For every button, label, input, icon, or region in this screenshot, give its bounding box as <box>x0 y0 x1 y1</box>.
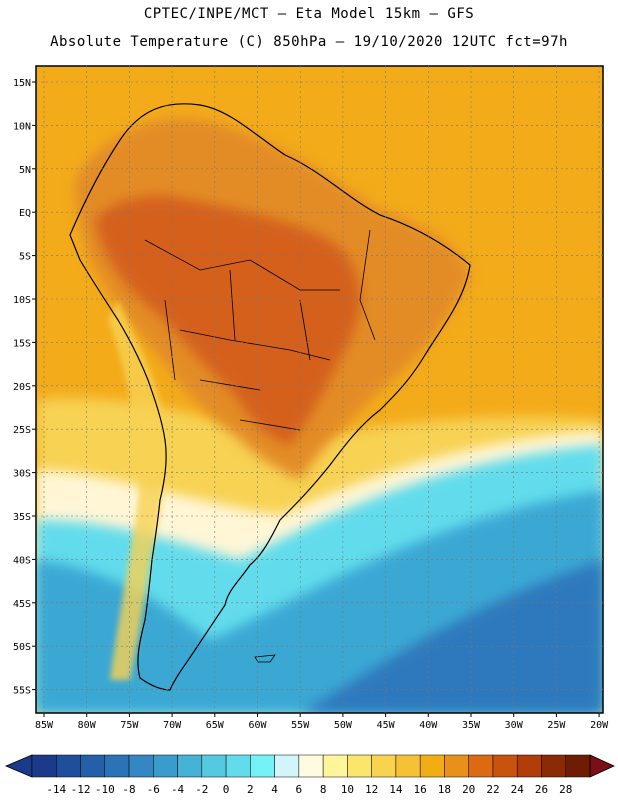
colorbar-swatch <box>80 754 106 778</box>
colorbar-label: 6 <box>296 783 303 796</box>
lat-label: 10N <box>13 121 31 132</box>
colorbar-swatch <box>419 754 445 778</box>
colorbar-swatch <box>565 754 591 778</box>
colorbar-label: -4 <box>171 783 185 796</box>
colorbar: -14 -12 -10 -8 -6 -4 -2 0 2 4 6 8 10 12 14 16 18 20 22 24 26… <box>4 754 615 796</box>
lon-label: 40W <box>419 720 438 731</box>
colorbar-swatch <box>468 754 494 778</box>
lat-label: 55S <box>13 686 31 697</box>
title-line-2: Absolute Temperature (C) 850hPa – 19/10/… <box>50 34 568 50</box>
colorbar-label: 18 <box>438 783 451 796</box>
lat-label: 15N <box>13 78 31 89</box>
colorbar-label: 2 <box>247 783 254 796</box>
lat-label: 40S <box>13 555 31 566</box>
lon-label: 70W <box>163 720 182 731</box>
colorbar-swatch <box>274 754 300 778</box>
colorbar-label: 4 <box>271 783 278 796</box>
lon-label: 35W <box>462 720 481 731</box>
lon-label: 80W <box>78 720 97 731</box>
lon-label: 50W <box>334 720 353 731</box>
colorbar-label: -14 <box>46 783 66 796</box>
colorbar-swatch <box>322 754 348 778</box>
field-cold-deep <box>300 560 603 713</box>
colorbar-label: 8 <box>320 783 327 796</box>
colorbar-swatch <box>347 754 372 778</box>
colorbar-high-arrow <box>589 754 615 778</box>
lat-label: 45S <box>13 599 31 610</box>
colorbar-swatch <box>128 754 154 778</box>
colorbar-swatch <box>371 754 397 778</box>
colorbar-label: 0 <box>223 783 230 796</box>
colorbar-swatch <box>395 754 421 778</box>
lat-label: EQ <box>19 208 31 219</box>
field-andes-yellow <box>108 300 166 680</box>
colorbar-label: 22 <box>486 783 499 796</box>
colorbar-swatch <box>201 754 227 778</box>
colorbar-swatch <box>31 754 57 778</box>
colorbar-swatch <box>153 754 178 778</box>
lat-label: 10S <box>13 295 31 306</box>
colorbar-swatch <box>225 754 251 778</box>
lon-label: 30W <box>505 720 524 731</box>
lat-label: 5N <box>19 165 31 176</box>
lon-label: 25W <box>547 720 566 731</box>
continent-outline <box>69 103 471 691</box>
colorbar-label: -2 <box>195 783 208 796</box>
colorbar-label: -12 <box>71 783 91 796</box>
colorbar-swatch <box>516 754 542 778</box>
colorbar-swatch <box>56 754 81 778</box>
national-borders <box>144 229 376 431</box>
lat-label: 35S <box>13 512 31 523</box>
latitude-axis: 15N 10N 5N EQ 5S 10S 15S 20S 25S 30S 35S 40S 45S 50S 5… <box>13 78 36 697</box>
islands-falklands <box>254 654 276 663</box>
lon-label: 65W <box>206 720 225 731</box>
colorbar-swatch <box>298 754 324 778</box>
colorbar-label: 24 <box>511 783 525 796</box>
colorbar-label: -10 <box>95 783 115 796</box>
lat-label: 30S <box>13 469 31 480</box>
colorbar-label: 28 <box>559 783 572 796</box>
lon-label: 45W <box>377 720 396 731</box>
lat-label: 25S <box>13 425 31 436</box>
temperature-field <box>36 66 603 713</box>
colorbar-label: 10 <box>341 783 354 796</box>
colorbar-swatch <box>492 754 518 778</box>
colorbar-swatch <box>541 754 566 778</box>
colorbar-label: 14 <box>389 783 403 796</box>
lon-label: 75W <box>120 720 139 731</box>
map-frame <box>35 65 604 714</box>
colorbar-swatch <box>104 754 130 778</box>
colorbar-label: -8 <box>122 783 135 796</box>
colorbar-label: -6 <box>147 783 160 796</box>
title-line-1: CPTEC/INPE/MCT – Eta Model 15km – GFS <box>143 6 475 22</box>
colorbar-swatch <box>250 754 275 778</box>
colorbar-swatch <box>444 754 469 778</box>
lat-label: 20S <box>13 382 31 393</box>
lat-label: 15S <box>13 338 31 349</box>
field-land-hot <box>95 196 361 445</box>
lon-label: 20W <box>590 720 609 731</box>
lat-label: 5S <box>19 252 31 263</box>
lat-label: 50S <box>13 642 31 653</box>
lon-label: 55W <box>291 720 310 731</box>
lon-label: 60W <box>248 720 267 731</box>
colorbar-label: 20 <box>462 783 475 796</box>
colorbar-low-arrow <box>4 754 33 778</box>
lon-label: 85W <box>35 720 54 731</box>
colorbar-label: 16 <box>414 783 427 796</box>
colorbar-label: 26 <box>535 783 548 796</box>
colorbar-label: 12 <box>365 783 378 796</box>
colorbar-swatch <box>177 754 203 778</box>
longitude-axis: 85W 80W 75W 70W 65W 60W 55W 50W 45W 40W 35W 30W 25W 2… <box>35 713 609 731</box>
